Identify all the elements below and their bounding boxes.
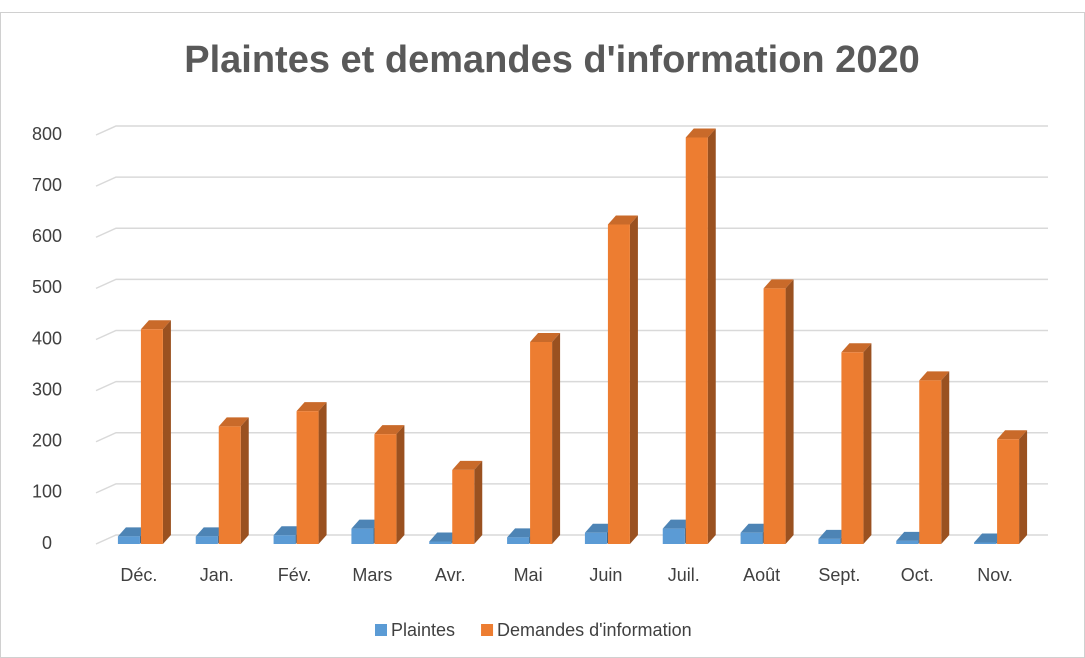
bar <box>218 417 249 544</box>
y-tick-label: 0 <box>42 533 52 553</box>
y-tick-label: 300 <box>32 379 62 399</box>
bar <box>530 333 561 544</box>
grid-line <box>95 380 1048 392</box>
grid-line <box>95 278 1048 290</box>
bar <box>685 128 716 544</box>
x-tick-label: Jan. <box>200 565 234 585</box>
legend-swatch <box>481 624 494 636</box>
y-tick-label: 100 <box>32 482 62 502</box>
x-tick-label: Nov. <box>977 565 1013 585</box>
grid-line <box>95 125 1048 136</box>
legend-label: Plaintes <box>391 620 455 640</box>
bar <box>763 279 794 544</box>
bar <box>296 402 327 544</box>
grid-line <box>95 227 1048 238</box>
bar <box>997 430 1028 544</box>
x-tick-label: Déc. <box>120 565 157 585</box>
bar <box>919 371 950 544</box>
x-tick-label: Juin <box>589 565 622 585</box>
x-tick-label: Mars <box>352 565 392 585</box>
chart-title: Plaintes et demandes d'information 2020 <box>184 39 919 81</box>
bar <box>140 320 171 544</box>
bar <box>452 460 483 544</box>
grid-line <box>95 534 1048 545</box>
y-tick-label: 600 <box>32 226 62 246</box>
bar <box>841 343 872 544</box>
x-tick-label: Sept. <box>818 565 860 585</box>
y-tick-label: 400 <box>32 328 62 348</box>
legend-swatch <box>375 624 387 636</box>
x-tick-label: Mai <box>514 565 543 585</box>
grid-line <box>95 329 1048 341</box>
bar <box>607 215 638 544</box>
x-tick-label: Août <box>743 565 780 585</box>
x-tick-label: Fév. <box>278 565 312 585</box>
grid-line <box>95 483 1048 494</box>
grid-line <box>95 176 1048 187</box>
x-tick-label: Oct. <box>901 565 934 585</box>
legend-label: Demandes d'information <box>497 620 692 640</box>
x-tick-label: Avr. <box>435 565 466 585</box>
x-tick-label: Juil. <box>668 565 700 585</box>
grid-line <box>95 432 1048 443</box>
y-tick-label: 700 <box>32 175 62 195</box>
y-tick-label: 800 <box>32 124 62 144</box>
bar <box>374 425 405 544</box>
y-tick-label: 500 <box>32 277 62 297</box>
y-tick-label: 200 <box>32 431 62 451</box>
